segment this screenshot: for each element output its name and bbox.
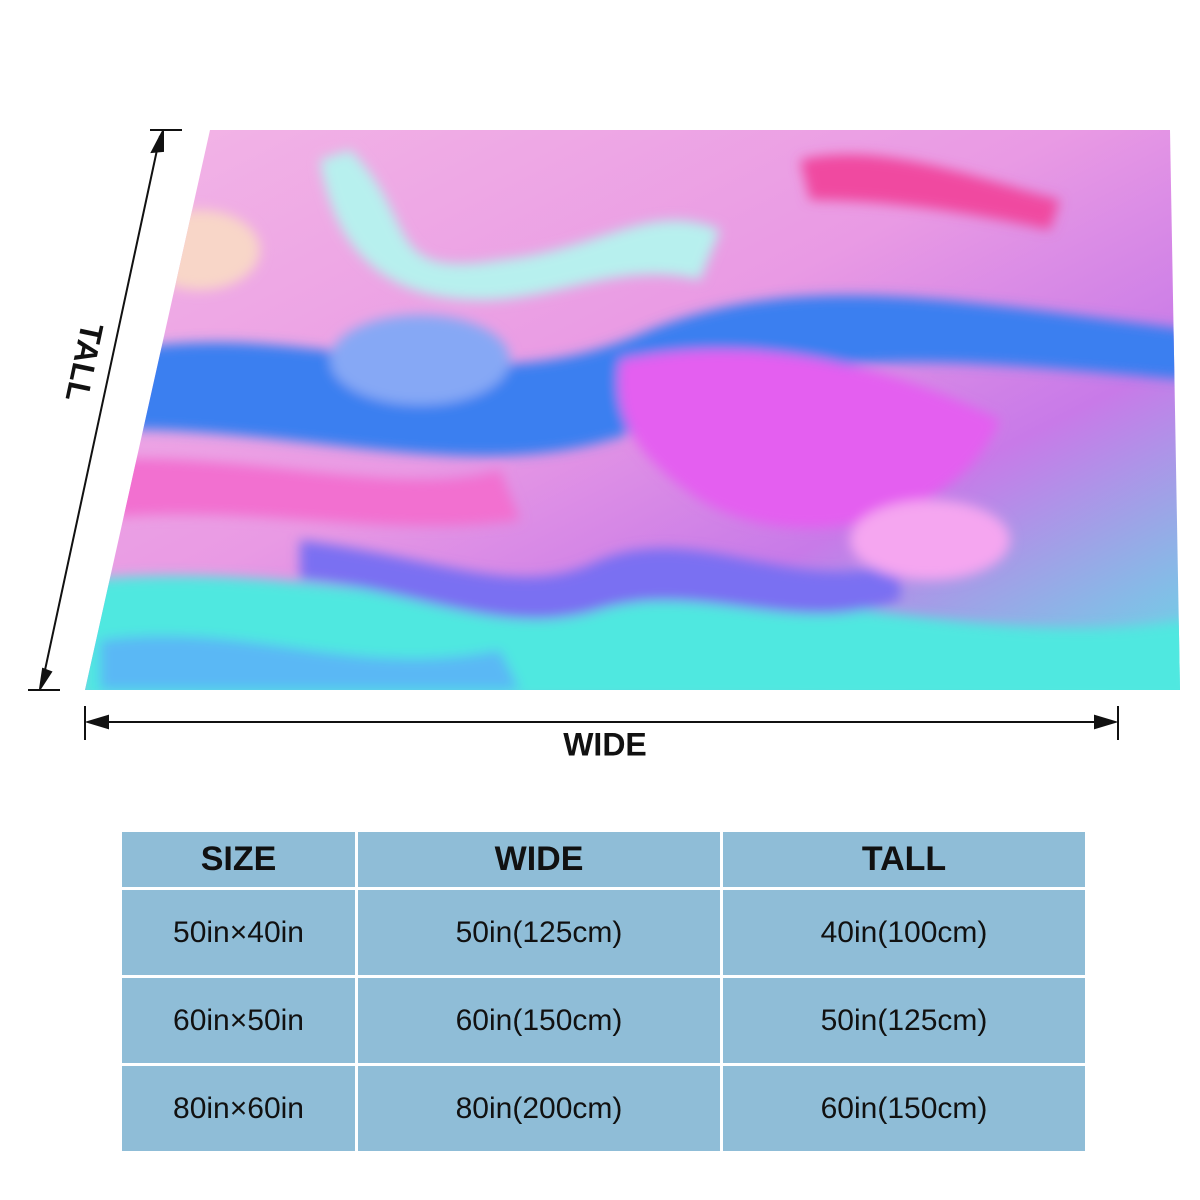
table-cell: 60in(150cm)	[358, 978, 720, 1063]
tall-label: TALL	[59, 320, 111, 405]
table-cell: 80in(200cm)	[358, 1066, 720, 1151]
table-cell: 40in(100cm)	[723, 890, 1085, 975]
wide-label: WIDE	[563, 726, 647, 762]
size-table: SIZE WIDE TALL 50in×40in 50in(125cm) 40in(100…	[122, 832, 1085, 1151]
header-cell: WIDE	[358, 832, 720, 887]
table-cell: 50in(125cm)	[723, 978, 1085, 1063]
table-cell: 60in(150cm)	[723, 1066, 1085, 1151]
tall-arrow	[28, 129, 182, 691]
wide-arrow	[84, 706, 1119, 740]
table-cell: 50in×40in	[122, 890, 355, 975]
blanket	[85, 130, 1180, 690]
product-illustration: TALL WIDE	[28, 129, 1180, 762]
table-cell: 60in×50in	[122, 978, 355, 1063]
header-cell: TALL	[723, 832, 1085, 887]
header-cell: SIZE	[122, 832, 355, 887]
table-cell: 80in×60in	[122, 1066, 355, 1151]
table-cell: 50in(125cm)	[358, 890, 720, 975]
